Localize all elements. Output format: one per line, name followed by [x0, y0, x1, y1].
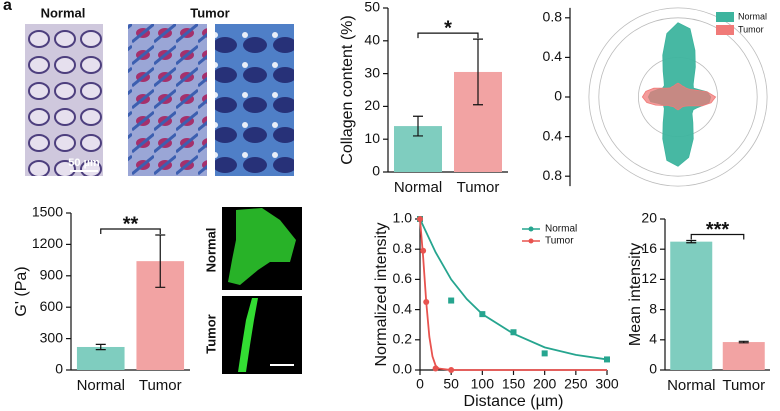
x-axis-label: Distance (µm): [464, 393, 564, 410]
significance-label: *: [444, 17, 452, 39]
point: [604, 356, 610, 363]
y-tick-label: 30: [364, 64, 380, 80]
point: [432, 365, 439, 372]
image-label: Normal: [203, 228, 218, 273]
error-bar: [95, 343, 106, 351]
point: [448, 297, 455, 304]
legend-marker: [528, 238, 534, 244]
legend-label: Normal: [545, 224, 577, 235]
significance-label: ***: [706, 219, 730, 241]
y-tick-label: 1500: [32, 204, 63, 220]
y-axis-label: Mean intensity: [627, 243, 644, 346]
significance-bracket: [690, 233, 745, 240]
legend-marker: [528, 226, 534, 232]
fit-line: [419, 218, 607, 371]
significance-bracket: [417, 32, 479, 39]
point: [479, 311, 486, 318]
point: [423, 299, 430, 306]
scale-label: 50 µm: [68, 157, 100, 169]
legend-label: Normal: [738, 11, 767, 21]
y-axis-label: G' (Pa): [13, 266, 30, 316]
x-tick-label: 100: [471, 376, 495, 392]
y-tick-label: 12: [641, 270, 657, 286]
y-tick-label: 0.4: [543, 127, 563, 143]
y-tick-label: 0.4: [543, 48, 563, 64]
y-tick-label: 0.8: [543, 167, 563, 183]
y-tick-label: 0.6: [393, 270, 413, 286]
x-tick-label: 200: [533, 376, 557, 392]
y-tick-label: 16: [641, 240, 657, 256]
y-tick-label: 600: [40, 298, 64, 314]
x-tick-label: 300: [595, 376, 619, 392]
error-bar: [686, 239, 697, 244]
bar: [76, 346, 125, 370]
fluorescence-image: [222, 296, 302, 374]
error-bar: [413, 115, 423, 137]
fit-line: [419, 218, 608, 361]
grid-circle: [588, 7, 768, 187]
image-label: Normal: [41, 5, 86, 20]
y-axis-label: Normalized intensity: [373, 222, 390, 366]
y-tick-label: 20: [641, 210, 657, 226]
y-tick-label: 0: [649, 361, 657, 377]
y-tick-label: 8: [649, 300, 657, 316]
y-tick-label: 300: [40, 329, 64, 345]
panel-label: a: [3, 0, 12, 14]
histology-image: [128, 24, 207, 176]
y-tick-label: 0.8: [543, 9, 563, 25]
y-tick-label: 0: [554, 88, 562, 104]
fluorescence-signal: [228, 208, 296, 285]
y-axis-label: Collagen content (%): [339, 15, 356, 164]
histology-image: [25, 24, 103, 176]
significance-bracket: [100, 228, 161, 234]
rose-area: [641, 82, 717, 111]
x-tick-label: Tumor: [457, 179, 500, 196]
x-tick-label: Tumor: [722, 377, 765, 394]
image-label: Tumor: [190, 5, 229, 20]
x-tick-label: Tumor: [139, 377, 182, 394]
y-tick-label: 1200: [32, 235, 63, 251]
legend-swatch: [716, 12, 734, 22]
x-tick-label: 250: [564, 376, 588, 392]
y-tick-label: 10: [364, 130, 380, 146]
error-bar: [473, 38, 483, 106]
x-tick-label: Normal: [667, 377, 715, 394]
y-tick-label: 0: [55, 361, 63, 377]
image-label: Tumor: [203, 314, 218, 353]
bar: [670, 241, 713, 370]
bar: [722, 342, 765, 370]
y-tick-label: 0.4: [393, 300, 413, 316]
point: [510, 329, 517, 336]
point: [448, 367, 455, 373]
y-tick-label: 1.0: [393, 210, 413, 226]
x-tick-label: 0: [416, 376, 424, 392]
y-tick-label: 900: [40, 267, 64, 283]
y-tick-label: 0.8: [393, 240, 413, 256]
grid-circle: [598, 17, 758, 177]
y-tick-label: 0: [372, 163, 380, 179]
point: [541, 350, 548, 357]
legend-label: Tumor: [545, 236, 574, 247]
x-tick-label: 150: [502, 376, 526, 392]
fluorescence-signal: [238, 298, 258, 372]
y-tick-label: 0.2: [393, 331, 413, 347]
x-tick-label: Normal: [394, 179, 442, 196]
legend-swatch: [716, 25, 734, 35]
y-tick-label: 40: [364, 32, 380, 48]
point: [417, 216, 423, 222]
y-tick-label: 0.0: [393, 361, 413, 377]
x-tick-label: 50: [443, 376, 459, 392]
point: [420, 247, 427, 254]
error-bar: [738, 340, 749, 344]
significance-label: **: [123, 213, 139, 235]
y-tick-label: 4: [649, 331, 657, 347]
legend-label: Tumor: [738, 24, 764, 34]
x-tick-label: Normal: [77, 377, 125, 394]
error-bar: [155, 234, 166, 288]
y-tick-label: 20: [364, 97, 380, 113]
histology-image: [215, 24, 294, 176]
y-tick-label: 50: [364, 0, 380, 15]
